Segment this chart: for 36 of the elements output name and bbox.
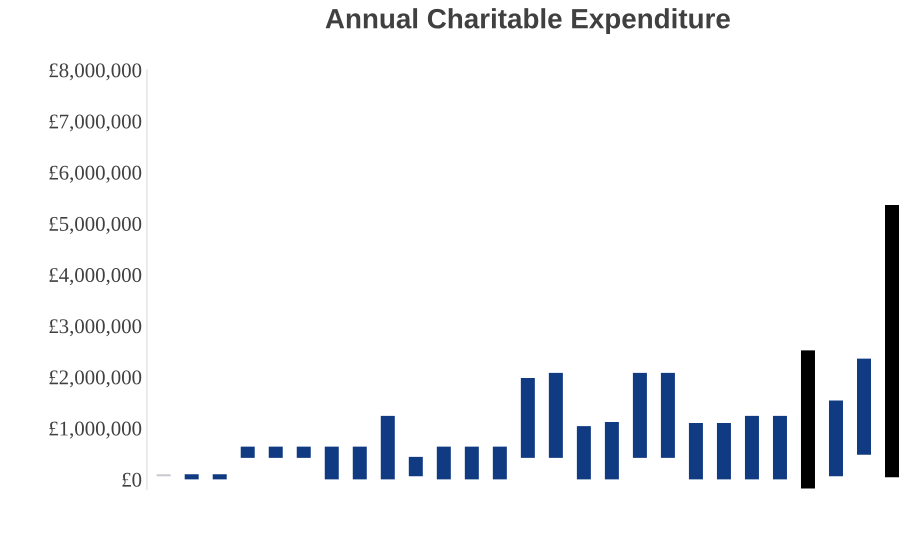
bar (212, 474, 227, 480)
bar (492, 446, 507, 480)
bar (716, 423, 731, 480)
bar (268, 446, 283, 458)
bar (688, 423, 703, 480)
bar (576, 426, 591, 480)
y-tick-label: £2,000,000 (50, 370, 142, 388)
y-tick-label: £5,000,000 (50, 216, 142, 234)
bar (380, 416, 395, 480)
bar (604, 422, 619, 480)
bar (828, 400, 843, 476)
bar (240, 446, 255, 458)
bar (885, 205, 900, 478)
bar (296, 446, 311, 458)
y-tick-label: £0 (122, 472, 142, 487)
bar (548, 372, 563, 458)
chart-title: Annual Charitable Expenditure (326, 8, 730, 34)
bar (352, 446, 367, 480)
bar (408, 456, 423, 476)
bar (464, 446, 479, 480)
bar (856, 358, 872, 455)
bar (436, 446, 451, 480)
y-tick-label: £3,000,000 (50, 319, 142, 336)
bar (184, 474, 199, 480)
bar (800, 350, 815, 489)
bar (632, 372, 647, 458)
bar (772, 416, 787, 480)
y-tick-label: £7,000,000 (50, 114, 142, 132)
y-tick-label: £1,000,000 (50, 422, 142, 439)
y-tick-label: £4,000,000 (50, 268, 142, 286)
bar (520, 378, 535, 458)
bar (324, 446, 339, 480)
y-tick-label: £8,000,000 (50, 63, 142, 80)
y-tick-label: £6,000,000 (50, 166, 142, 183)
bar (660, 372, 675, 458)
bar (744, 416, 759, 480)
